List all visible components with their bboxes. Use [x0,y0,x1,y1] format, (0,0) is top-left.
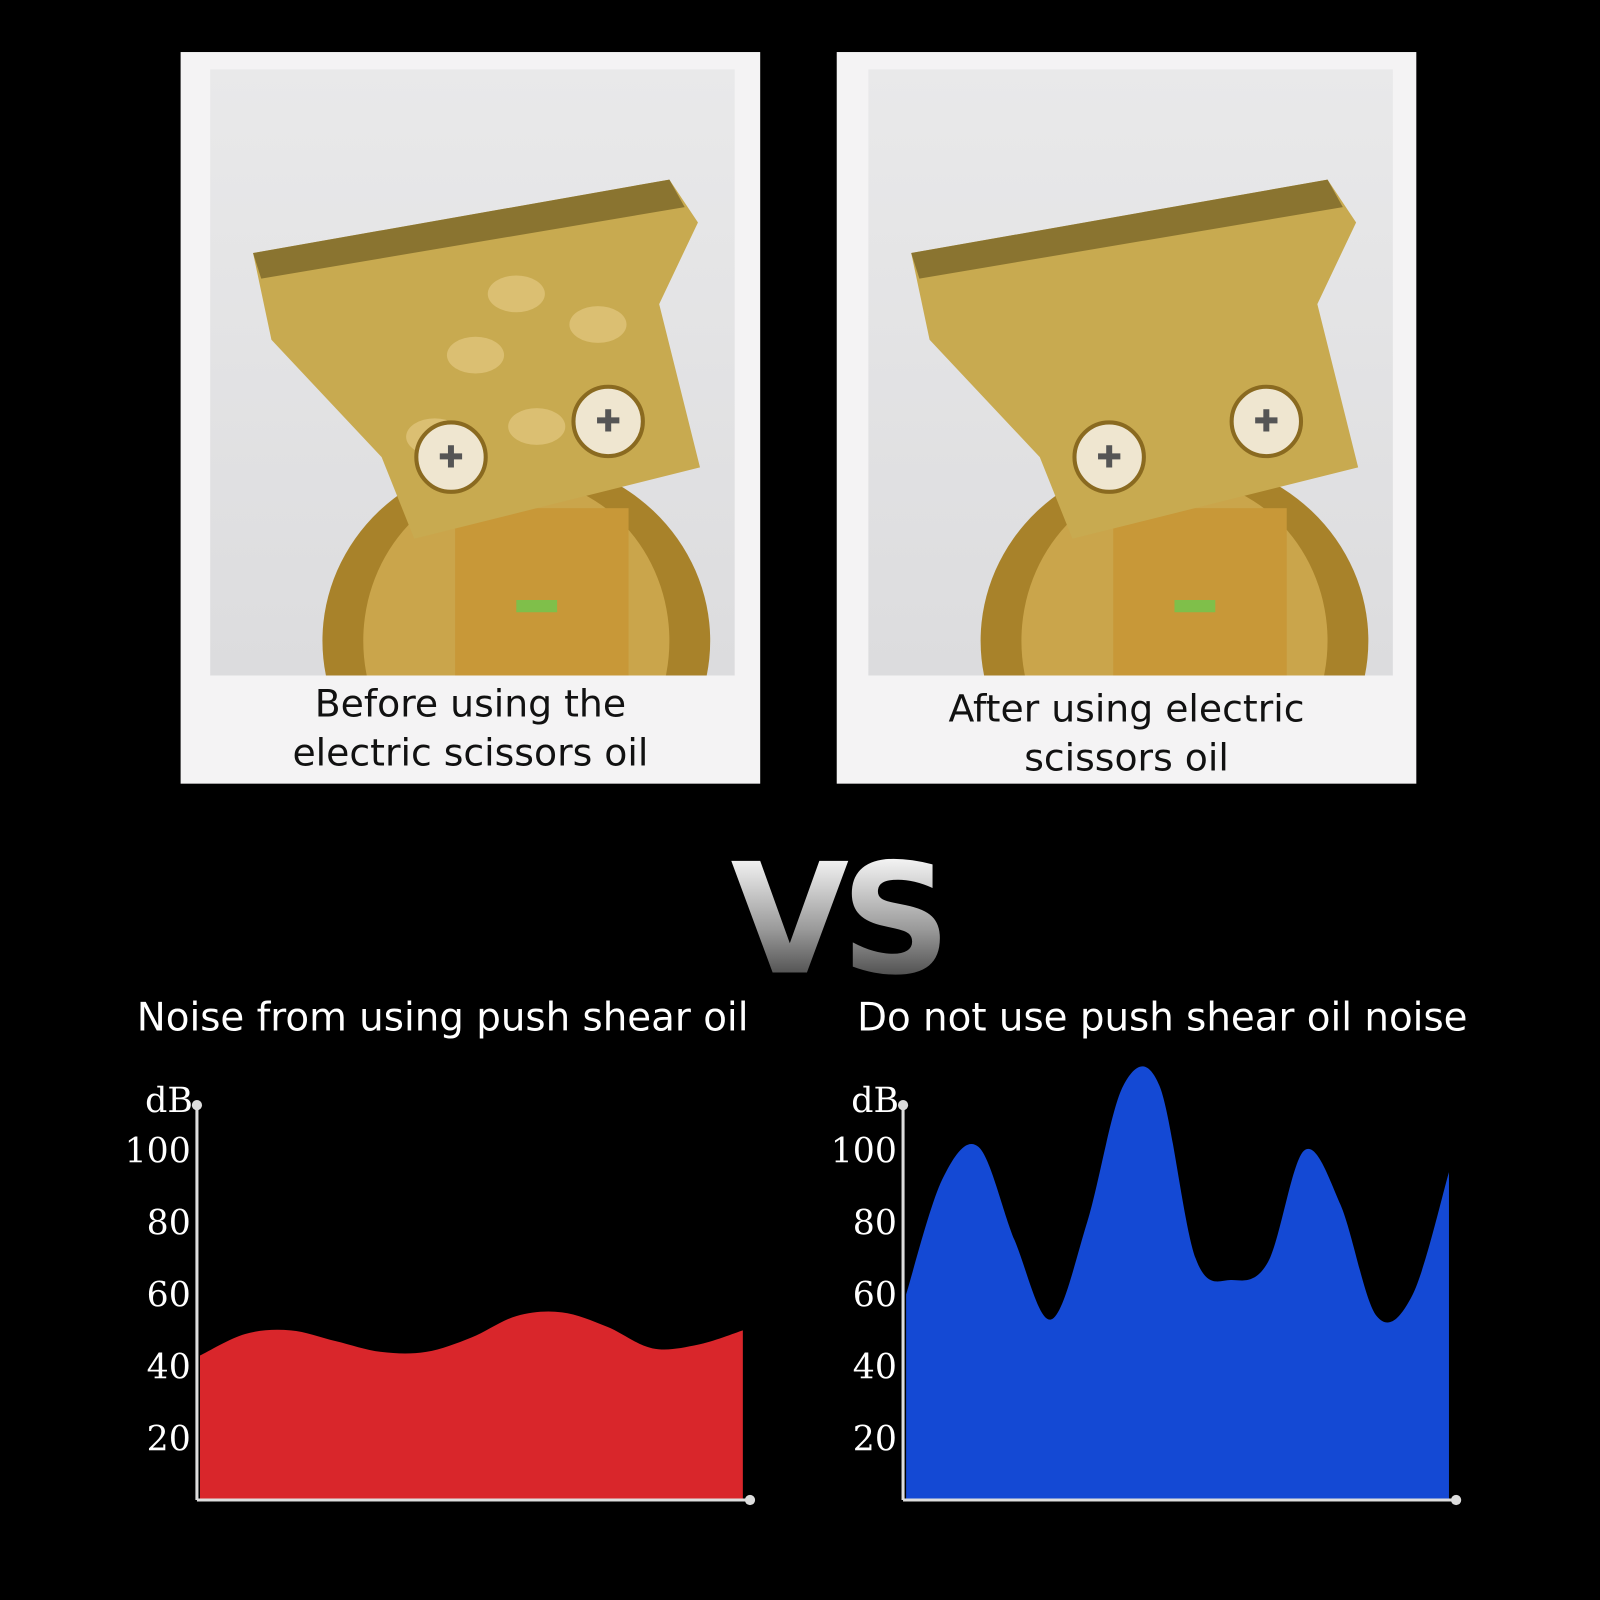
y-axis-label: dB [851,1081,899,1121]
blade-hinge [1113,508,1287,676]
chart-title-without-oil: Do not use push shear oil noise [857,994,1468,1040]
screw-cross: ✚ [1253,405,1279,440]
caption-line: scissors oil [1024,735,1229,780]
vs-label: VS [714,832,959,1010]
blade-teeth [253,179,685,279]
stain [487,275,545,313]
y-tick-label: 20 [853,1419,897,1459]
after-panel: ✚ ✚ After using electric scissors oil [836,52,1417,784]
axis-end-dot [744,1494,756,1506]
screw-cross: ✚ [1096,440,1122,475]
y-tick-label: 100 [125,1132,191,1172]
blade-teeth [911,179,1343,279]
screw-cross: ✚ [595,405,621,440]
axis-end-dot [1451,1494,1462,1506]
screw-icon [414,420,488,494]
caption-line: After using electric [948,686,1305,731]
caption-line: electric scissors oil [292,730,649,775]
y-axis-label: dB [145,1081,193,1121]
stain [508,408,566,445]
chart-0: dB 20 40 60 80 100 [125,1081,756,1506]
screw-icon [1072,420,1146,494]
indicator [516,599,558,613]
chart-title-with-oil: Noise from using push shear oil [136,994,749,1040]
clean-blade-image: ✚✚ [911,179,1369,676]
indicator [1174,599,1216,613]
stain [446,336,505,374]
blade-group: ✚✚ [253,179,711,676]
noise-area [199,1311,743,1500]
y-tick-label: 20 [147,1419,191,1459]
blade-hinge [455,508,629,676]
after-caption: After using electric scissors oil [837,685,1417,783]
screw-cross: ✚ [438,440,464,475]
caption-line: Before using the [314,681,627,726]
stained-blade-image: ✚✚ [253,179,711,676]
axis-end-dot [897,1099,909,1111]
y-tick-label: 100 [831,1132,897,1172]
y-tick-label: 80 [853,1204,897,1244]
before-panel: ✚ ✚ Before using the electric scissors oi… [180,52,761,784]
noise-area [906,1066,1449,1500]
chart-1: dB 20 40 60 80 100 [831,1066,1462,1506]
y-tick-label: 60 [147,1276,191,1316]
before-caption: Before using the electric scissors oil [181,680,761,778]
stain [569,306,627,343]
y-tick-label: 40 [853,1348,897,1388]
screw-icon [1229,384,1304,459]
axis-end-dot [191,1099,203,1111]
blade-group: ✚✚ [911,179,1369,676]
y-tick-label: 80 [147,1204,191,1244]
screw-icon [571,384,645,459]
before-photo: ✚ ✚ [210,69,735,676]
after-photo: ✚ ✚ [868,69,1393,676]
y-tick-label: 60 [853,1276,897,1316]
y-tick-label: 40 [147,1348,191,1388]
